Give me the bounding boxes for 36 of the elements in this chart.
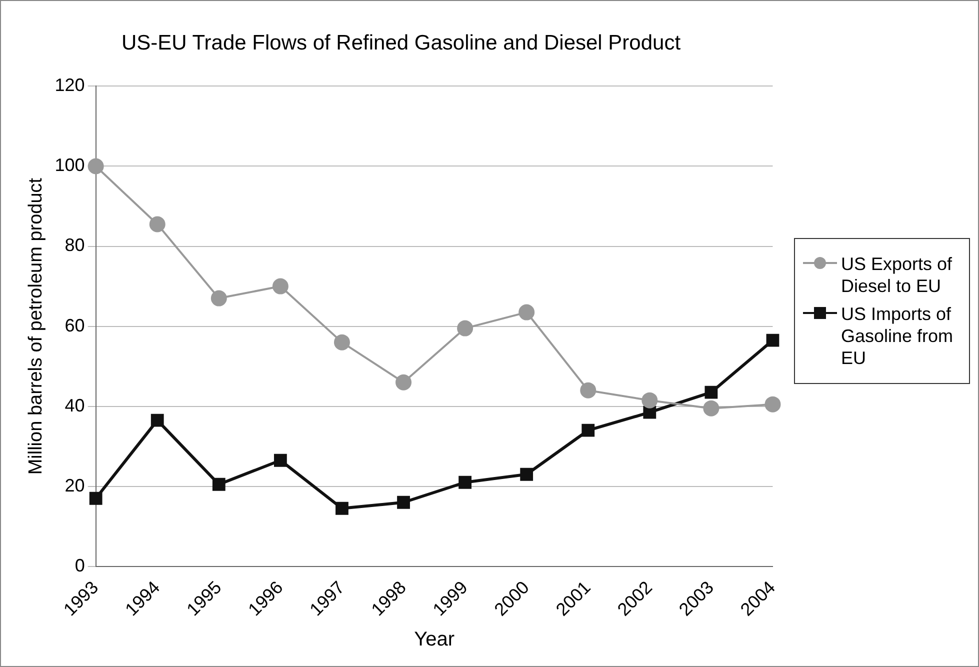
point [582, 424, 595, 437]
y-tick-label: 100 [54, 155, 85, 176]
point [458, 476, 472, 489]
point [88, 158, 104, 174]
point [396, 374, 412, 390]
point [580, 382, 596, 398]
y-tick-label: 20 [64, 475, 85, 496]
y-axis-title: Million barrels of petroleum product [26, 177, 47, 475]
y-tick-label: 0 [74, 555, 85, 576]
y-tick-label: 120 [54, 75, 85, 96]
point [397, 496, 410, 509]
legend-label: US Exports of Diesel to EU [841, 253, 954, 297]
chart-title: US-EU Trade Flows of Refined Gasoline and Diesel Product [121, 31, 681, 54]
point [149, 216, 166, 232]
point [704, 386, 718, 399]
legend-label: US Imports of Gasoline from EU [841, 303, 954, 369]
point [334, 334, 350, 350]
point [150, 414, 164, 427]
point [274, 454, 287, 467]
point [210, 290, 227, 306]
point [643, 406, 656, 419]
point [764, 396, 781, 412]
x-axis-title: Year [414, 628, 455, 651]
point [212, 478, 226, 491]
point [642, 392, 658, 408]
point [336, 502, 348, 515]
point [89, 492, 102, 505]
point [272, 278, 288, 294]
y-tick-label: 40 [64, 395, 85, 416]
y-tick-label: 80 [64, 235, 85, 256]
point [457, 320, 474, 336]
point [518, 304, 535, 320]
y-tick-label: 60 [64, 315, 85, 336]
point [703, 400, 720, 416]
point [520, 468, 534, 481]
point [766, 334, 780, 347]
